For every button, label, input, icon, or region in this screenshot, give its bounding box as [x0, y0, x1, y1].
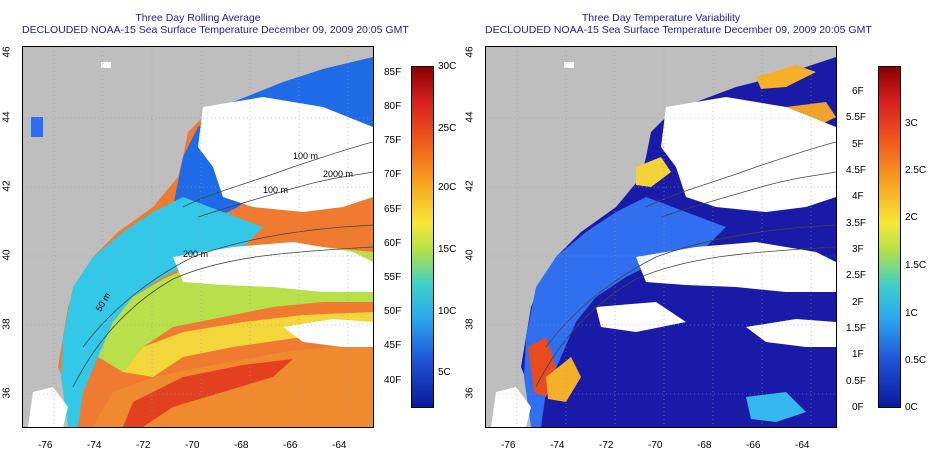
left-lat-44: 44 [1, 111, 13, 123]
right-cb-0c: 0C [905, 402, 918, 413]
left-lat-46: 46 [1, 46, 13, 58]
left-sst-map: 100 m 100 m 2000 m 200 m 50 m [22, 46, 374, 428]
left-lat-36: 36 [1, 387, 13, 399]
right-cb-2.5c: 2.5C [905, 165, 927, 176]
right-cb-4f: 4F [852, 191, 864, 202]
left-cb-40f: 40F [384, 375, 402, 386]
contour-label-2000m: 2000 m [323, 169, 354, 179]
right-cb-6f: 6F [852, 86, 864, 97]
right-lat-40: 40 [464, 249, 476, 261]
left-cb-5c: 5C [438, 367, 451, 378]
right-cb-2c: 2C [905, 212, 918, 223]
left-cb-80f: 80F [384, 101, 402, 112]
right-cb-0.5c: 0.5C [905, 355, 927, 366]
left-cb-60f: 60F [384, 238, 402, 249]
left-cb-75f: 75F [384, 135, 402, 146]
left-lat-38: 38 [1, 318, 13, 330]
left-lon--64: -64 [332, 440, 347, 451]
right-lon--72: -72 [599, 440, 614, 451]
left-lon--74: -74 [87, 440, 102, 451]
right-lon--76: -76 [501, 440, 516, 451]
left-lon--68: -68 [234, 440, 249, 451]
left-lon--72: -72 [136, 440, 151, 451]
right-lat-44: 44 [464, 111, 476, 123]
right-cb-1f: 1F [852, 349, 864, 360]
right-variability-map [485, 46, 837, 428]
right-cb-3c: 3C [905, 118, 918, 129]
right-title-line1: Three Day Temperature Variability [581, 12, 741, 24]
right-lon--66: -66 [746, 440, 761, 451]
contour-label-100m-a: 100 m [293, 151, 319, 161]
right-cb-5f: 5F [852, 139, 864, 150]
right-lat-36: 36 [464, 387, 476, 399]
left-cb-55f: 55F [384, 272, 402, 283]
right-lon--68: -68 [697, 440, 712, 451]
left-cb-70f: 70F [384, 169, 402, 180]
right-lon--74: -74 [550, 440, 565, 451]
left-lat-42: 42 [1, 180, 13, 192]
right-lon--70: -70 [648, 440, 663, 451]
left-cb-20c: 20C [438, 182, 457, 193]
right-cb-2.5f: 2.5F [846, 270, 867, 281]
left-cb-45f: 45F [384, 340, 402, 351]
right-cb-1.5f: 1.5F [846, 323, 867, 334]
left-cb-85f: 85F [384, 67, 402, 78]
left-lon--76: -76 [38, 440, 53, 451]
right-cb-2f: 2F [852, 297, 864, 308]
right-lat-38: 38 [464, 318, 476, 330]
left-lat-40: 40 [1, 249, 13, 261]
left-lon--66: -66 [283, 440, 298, 451]
right-title-line2: DECLOUDED NOAA-15 Sea Surface Temperatur… [485, 24, 872, 36]
left-lon--70: -70 [185, 440, 200, 451]
right-cb-4.5f: 4.5F [846, 165, 867, 176]
right-colorbar [878, 66, 901, 408]
right-cb-1c: 1C [905, 308, 918, 319]
left-sst-map-graphic [23, 47, 373, 427]
left-cb-50f: 50F [384, 306, 402, 317]
left-cb-25c: 25C [438, 123, 457, 134]
left-cb-30c: 30C [438, 61, 457, 72]
right-cb-5.5f: 5.5F [846, 112, 867, 123]
left-title-line1: Three Day Rolling Average [135, 12, 261, 24]
left-colorbar [411, 66, 434, 408]
right-lon--64: -64 [795, 440, 810, 451]
right-cb-0.5f: 0.5F [846, 376, 867, 387]
left-cb-15c: 15C [438, 244, 457, 255]
contour-label-100m-b: 100 m [263, 185, 289, 195]
right-cb-0f: 0F [852, 402, 864, 413]
left-cb-65f: 65F [384, 204, 402, 215]
contour-label-200m: 200 m [183, 249, 209, 259]
right-cb-3f: 3F [852, 244, 864, 255]
right-lat-42: 42 [464, 180, 476, 192]
left-cb-10c: 10C [438, 306, 457, 317]
right-cb-1.5c: 1.5C [905, 260, 927, 271]
right-cb-3.5f: 3.5F [846, 218, 867, 229]
right-lat-46: 46 [464, 46, 476, 58]
right-variability-map-graphic [486, 47, 836, 427]
left-title-line2: DECLOUDED NOAA-15 Sea Surface Temperatur… [22, 24, 409, 36]
